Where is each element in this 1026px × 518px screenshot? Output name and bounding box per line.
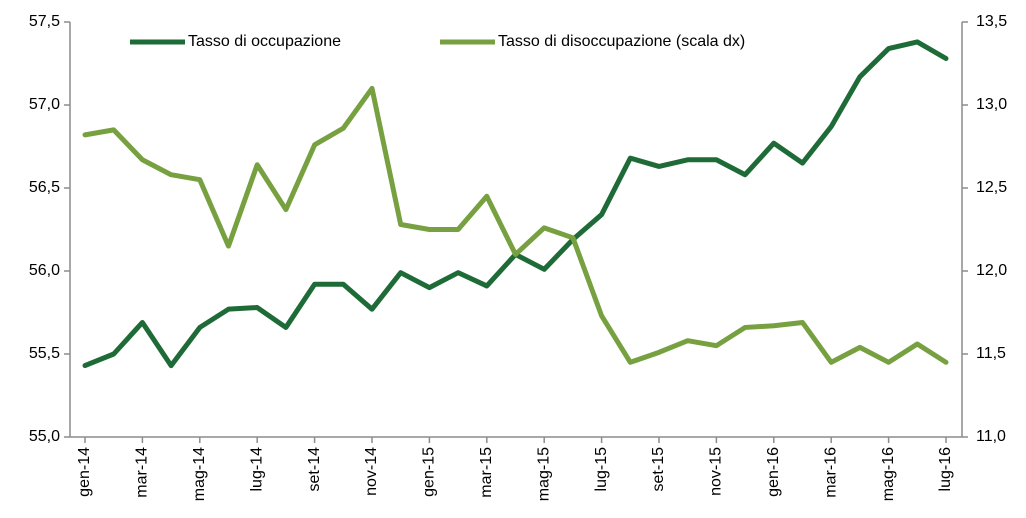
y2-tick-label: 11,5 bbox=[976, 345, 1006, 362]
x-tick-label: gen-14 bbox=[76, 447, 93, 497]
y2-tick-label: 13,0 bbox=[976, 96, 1007, 113]
y-tick-label: 57,5 bbox=[29, 13, 60, 30]
y2-tick-label: 13,5 bbox=[976, 13, 1007, 30]
x-tick-label: set-14 bbox=[306, 447, 323, 492]
x-tick-label: mar-15 bbox=[478, 447, 495, 498]
x-tick-label: lug-14 bbox=[248, 447, 265, 492]
legend-label: Tasso di disoccupazione (scala dx) bbox=[498, 33, 745, 50]
x-tick-label: mag-15 bbox=[535, 447, 552, 501]
x-tick-label: lug-15 bbox=[593, 447, 610, 492]
legend-label: Tasso di occupazione bbox=[188, 33, 341, 50]
y2-tick-label: 12,5 bbox=[976, 179, 1007, 196]
x-tick-label: gen-15 bbox=[421, 447, 438, 497]
y-tick-label: 56,5 bbox=[29, 179, 60, 196]
y-tick-label: 57,0 bbox=[29, 96, 60, 113]
x-tick-label: mar-16 bbox=[822, 447, 839, 498]
y-tick-label: 55,0 bbox=[29, 428, 60, 445]
series-line bbox=[82, 85, 949, 365]
x-tick-label: mag-14 bbox=[191, 447, 208, 501]
x-tick-label: nov-15 bbox=[708, 447, 725, 496]
y2-tick-label: 12,0 bbox=[976, 262, 1007, 279]
x-tick-label: nov-14 bbox=[363, 447, 380, 496]
x-tick-label: gen-16 bbox=[765, 447, 782, 497]
y-tick-label: 55,5 bbox=[29, 345, 60, 362]
x-tick-label: lug-16 bbox=[937, 447, 954, 492]
y-tick-label: 56,0 bbox=[29, 262, 60, 279]
x-tick-label: mag-16 bbox=[880, 447, 897, 501]
x-tick-label: mar-14 bbox=[134, 447, 151, 498]
x-tick-label: set-15 bbox=[650, 447, 667, 492]
series-line bbox=[82, 39, 949, 369]
y2-tick-label: 11,0 bbox=[976, 428, 1006, 445]
